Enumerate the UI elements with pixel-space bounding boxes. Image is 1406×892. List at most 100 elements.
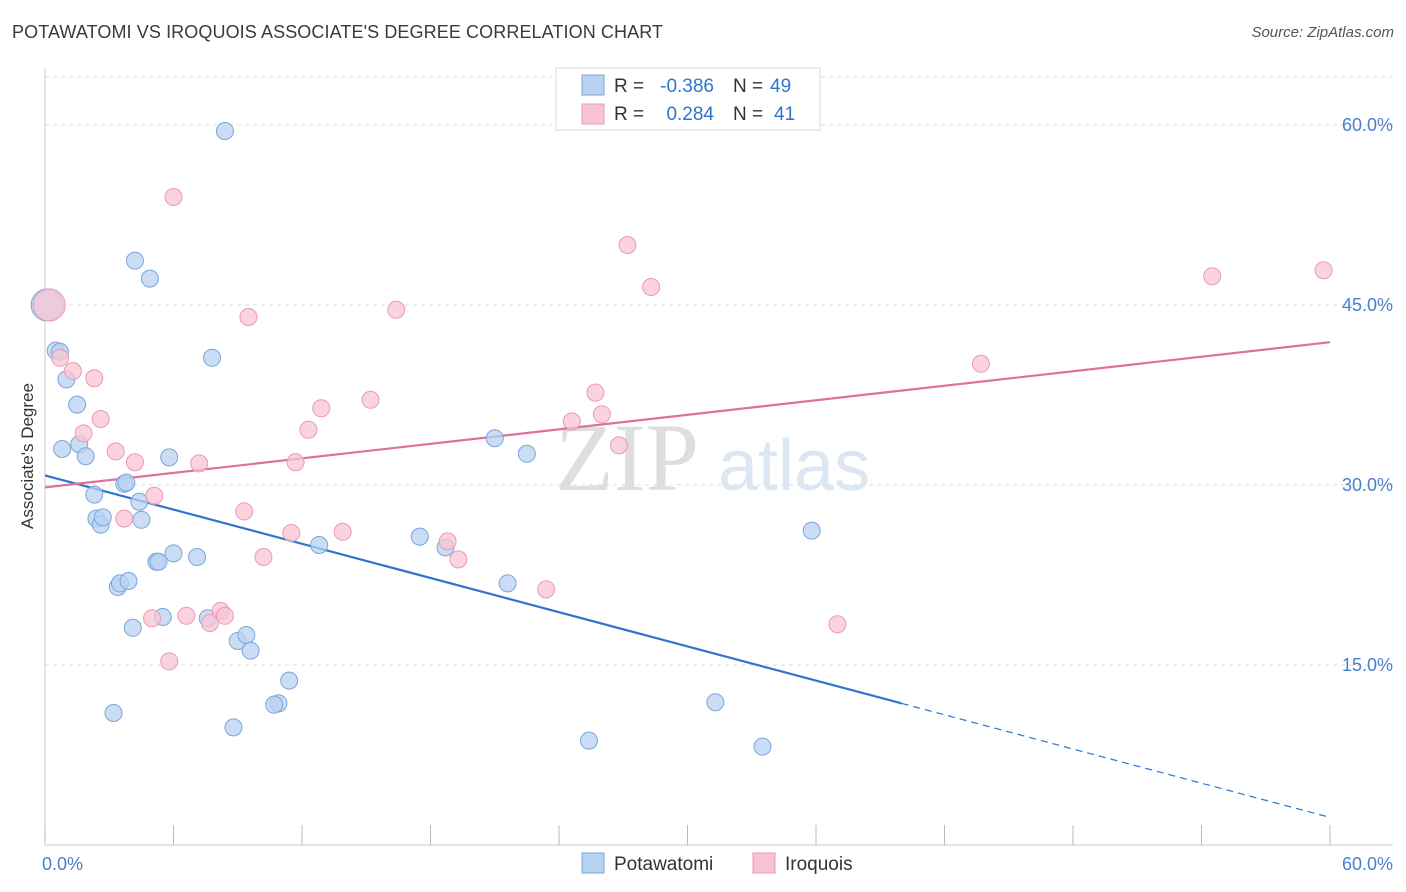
- y-tick-label: 30.0%: [1342, 475, 1393, 495]
- point-potawatomi: [132, 510, 151, 529]
- point-iroquois: [177, 606, 196, 625]
- legend-swatch-iroquois: [581, 103, 605, 125]
- x-tick-label-min: 0.0%: [42, 854, 83, 874]
- point-iroquois: [1314, 261, 1333, 280]
- legend-r-label-2: R =: [614, 104, 644, 125]
- point-iroquois: [618, 236, 637, 254]
- legend-n-label-2: N =: [733, 104, 763, 125]
- legend-bottom-label-potawatomi: Potawatomi: [614, 854, 713, 875]
- point-potawatomi: [119, 572, 138, 590]
- watermark-atlas: atlas: [718, 426, 870, 506]
- point-iroquois: [609, 436, 628, 455]
- point-potawatomi: [93, 508, 112, 527]
- point-iroquois: [449, 550, 468, 569]
- point-potawatomi: [280, 671, 299, 690]
- point-iroquois: [333, 522, 352, 541]
- legend-r-value-2: 0.284: [666, 104, 714, 125]
- point-potawatomi: [203, 348, 222, 367]
- point-potawatomi: [215, 122, 234, 140]
- point-iroquois: [312, 399, 331, 418]
- point-potawatomi: [706, 693, 725, 712]
- point-potawatomi: [241, 641, 260, 660]
- x-tick-label-max: 60.0%: [1342, 854, 1393, 874]
- y-axis-label: Associate's Degree: [18, 383, 37, 529]
- point-potawatomi: [123, 618, 142, 637]
- point-potawatomi: [237, 626, 256, 644]
- point-potawatomi: [517, 444, 536, 463]
- point-iroquois: [143, 609, 162, 628]
- source-credit: Source: ZipAtlas.com: [1251, 24, 1394, 41]
- point-potawatomi: [802, 521, 821, 540]
- point-iroquois: [190, 454, 209, 473]
- trend-line-iroquois: [44, 341, 1331, 489]
- point-potawatomi: [125, 251, 144, 270]
- point-potawatomi: [410, 527, 429, 546]
- point-potawatomi: [117, 473, 136, 492]
- point-iroquois: [200, 614, 219, 632]
- point-potawatomi: [149, 552, 168, 571]
- point-potawatomi: [498, 574, 517, 593]
- point-iroquois: [85, 369, 104, 388]
- legend-r-value-1: -0.386: [660, 76, 714, 97]
- correlation-legend: R = -0.386 N = 49 R = 0.284 N = 41: [555, 67, 821, 131]
- legend-n-value-1: 49: [770, 76, 791, 97]
- point-iroquois: [592, 405, 611, 424]
- legend-r-label-1: R =: [614, 76, 644, 97]
- point-potawatomi: [85, 485, 104, 504]
- point-iroquois: [91, 410, 110, 428]
- point-potawatomi: [579, 731, 598, 750]
- point-iroquois: [387, 300, 406, 319]
- legend-swatch-potawatomi: [581, 74, 605, 96]
- point-iroquois: [125, 453, 144, 472]
- legend-bottom-swatch-potawatomi: [581, 852, 605, 874]
- chart-title: POTAWATOMI VS IROQUOIS ASSOCIATE'S DEGRE…: [12, 22, 664, 42]
- y-tick-label: 45.0%: [1342, 295, 1393, 315]
- point-potawatomi: [104, 704, 123, 722]
- point-potawatomi: [76, 447, 95, 466]
- point-iroquois: [299, 420, 318, 439]
- point-potawatomi: [160, 448, 179, 467]
- point-iroquois: [32, 288, 66, 322]
- point-potawatomi: [310, 536, 329, 554]
- point-potawatomi: [68, 395, 87, 414]
- point-iroquois: [254, 548, 273, 566]
- y-tick-label: 15.0%: [1342, 655, 1393, 675]
- point-iroquois: [282, 524, 301, 542]
- point-iroquois: [642, 278, 661, 296]
- axes: [44, 68, 1393, 846]
- tick-labels: 15.0% 30.0% 45.0% 60.0% 0.0% 60.0%: [42, 115, 1393, 874]
- legend-n-label-1: N =: [733, 76, 763, 97]
- legend-bottom-label-iroquois: Iroquois: [785, 854, 853, 875]
- point-potawatomi: [188, 548, 207, 566]
- trend-lines: [44, 341, 1331, 818]
- point-iroquois: [971, 354, 990, 373]
- point-iroquois: [438, 532, 457, 551]
- point-iroquois: [160, 652, 179, 671]
- point-iroquois: [1203, 267, 1222, 286]
- point-iroquois: [361, 390, 380, 409]
- series-legend: Potawatomi Iroquois: [581, 852, 853, 875]
- point-iroquois: [50, 348, 69, 367]
- point-iroquois: [115, 509, 134, 528]
- point-potawatomi: [140, 269, 159, 288]
- point-potawatomi: [164, 544, 183, 563]
- point-iroquois: [145, 486, 164, 505]
- point-iroquois: [537, 580, 556, 599]
- point-iroquois: [164, 188, 183, 206]
- point-iroquois: [239, 308, 258, 326]
- trend-line-potawatomi-extrapolated: [901, 702, 1331, 818]
- point-potawatomi: [265, 695, 284, 714]
- point-iroquois: [828, 615, 847, 634]
- point-iroquois: [562, 412, 581, 431]
- point-iroquois: [63, 362, 82, 380]
- data-points: [30, 122, 1333, 756]
- point-potawatomi: [753, 737, 772, 756]
- trend-line-potawatomi: [44, 474, 902, 705]
- point-iroquois: [74, 424, 93, 443]
- point-iroquois: [286, 453, 305, 472]
- y-tick-label: 60.0%: [1342, 115, 1393, 135]
- gridlines: [45, 76, 1393, 666]
- point-iroquois: [235, 502, 254, 521]
- point-potawatomi: [130, 492, 149, 511]
